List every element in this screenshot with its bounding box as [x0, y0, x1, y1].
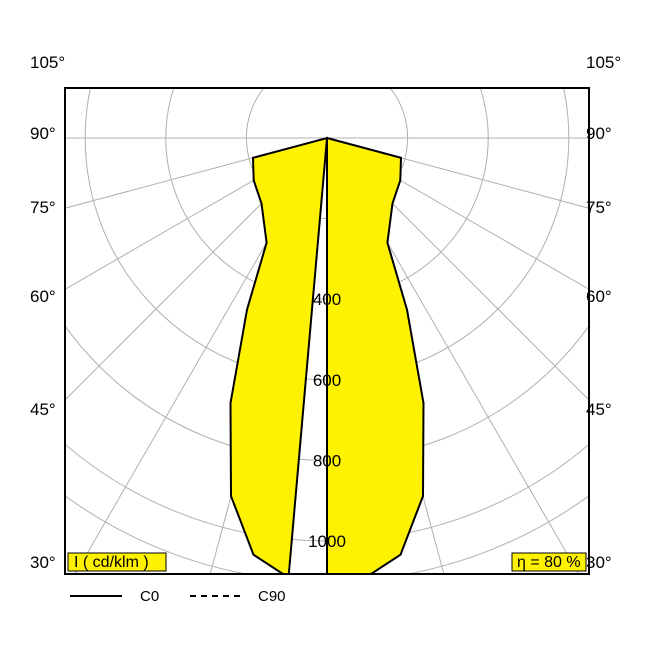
- angle-label-left: 105°: [30, 53, 65, 72]
- legend-c0-label: C0: [140, 588, 159, 605]
- angle-label-right: 60°: [586, 287, 612, 306]
- radial-label: 1000: [308, 532, 346, 551]
- efficiency-box: η = 80 %: [512, 553, 586, 571]
- polar-chart: 400 600 800 1000 I ( cd/klm ) η = 80 % 105°…: [0, 0, 650, 650]
- efficiency-label: η = 80 %: [517, 554, 581, 571]
- unit-label: I ( cd/klm ): [74, 554, 149, 571]
- radial-label: 800: [313, 451, 341, 470]
- radial-label: 600: [313, 371, 341, 390]
- angle-label-right: 45°: [586, 400, 612, 419]
- angle-label-left: 30°: [30, 553, 56, 572]
- legend-c90-label: C90: [258, 588, 286, 605]
- angle-label-right: 30°: [586, 553, 612, 572]
- radial-label: 400: [313, 290, 341, 309]
- angle-label-left: 90°: [30, 124, 56, 143]
- angle-label-right: 90°: [586, 124, 612, 143]
- angle-label-left: 45°: [30, 400, 56, 419]
- angle-label-right: 75°: [586, 198, 612, 217]
- unit-box: I ( cd/klm ): [68, 553, 166, 571]
- angle-label-left: 60°: [30, 287, 56, 306]
- angle-label-right: 105°: [586, 53, 621, 72]
- angle-label-left: 75°: [30, 198, 56, 217]
